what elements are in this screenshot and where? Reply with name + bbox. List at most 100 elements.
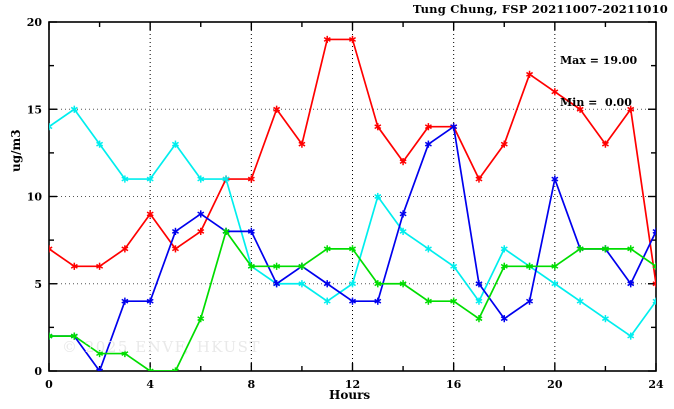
marker-ray — [121, 351, 129, 356]
data-marker — [70, 262, 78, 270]
marker-ray — [70, 263, 78, 269]
data-marker — [323, 245, 331, 253]
marker-ray — [526, 298, 534, 304]
marker-ray — [247, 263, 255, 269]
y-tick-label: 15 — [27, 103, 42, 116]
data-marker — [601, 245, 609, 253]
data-marker — [121, 175, 129, 183]
data-marker — [96, 140, 104, 148]
data-marker — [49, 245, 53, 253]
data-marker — [349, 297, 356, 305]
marker-ray — [551, 281, 559, 287]
data-marker — [475, 175, 483, 183]
marker-ray — [551, 176, 559, 182]
marker-ray — [551, 263, 559, 269]
x-tick-label: 16 — [446, 378, 462, 391]
data-marker — [96, 367, 104, 371]
data-marker — [49, 123, 53, 131]
marker-ray — [349, 37, 356, 42]
data-marker — [424, 245, 432, 253]
stat-max: Max = 19.00 — [560, 54, 638, 67]
marker-ray — [197, 228, 205, 234]
data-marker — [197, 210, 205, 218]
data-marker — [601, 140, 609, 148]
data-marker — [500, 262, 508, 270]
data-marker — [49, 332, 53, 340]
marker-ray — [374, 281, 382, 287]
data-marker — [273, 280, 281, 288]
marker-ray — [652, 265, 656, 269]
marker-ray — [96, 263, 104, 269]
series-day4 — [49, 227, 656, 371]
marker-ray — [49, 246, 53, 250]
marker-ray — [399, 211, 407, 217]
data-marker — [323, 35, 331, 44]
data-marker — [475, 315, 483, 323]
marker-ray — [273, 263, 281, 269]
marker-ray — [49, 333, 53, 337]
data-marker — [551, 175, 559, 183]
data-marker — [627, 105, 635, 113]
marker-ray — [70, 333, 78, 339]
data-marker — [197, 227, 205, 235]
data-marker — [424, 297, 432, 305]
marker-ray — [424, 124, 432, 130]
marker-ray — [652, 228, 656, 233]
marker-ray — [146, 176, 154, 182]
marker-ray — [323, 281, 331, 287]
data-marker — [298, 280, 306, 288]
page-title: Tung Chung, FSP 20211007-20211010 — [412, 2, 668, 16]
x-tick-label: 24 — [648, 378, 664, 391]
data-marker — [399, 210, 407, 218]
data-marker — [551, 88, 559, 96]
data-marker — [500, 315, 508, 323]
marker-ray — [475, 298, 483, 304]
stat-min: Min = 0.00 — [560, 96, 632, 109]
data-marker — [171, 227, 179, 235]
marker-ray — [652, 263, 656, 268]
data-marker — [450, 297, 458, 305]
data-marker — [601, 315, 609, 323]
data-marker — [70, 105, 78, 113]
marker-ray — [551, 89, 559, 95]
marker-ray — [475, 176, 483, 182]
marker-ray — [576, 246, 584, 252]
marker-ray — [96, 368, 102, 371]
x-tick-label: 4 — [146, 378, 154, 391]
marker-ray — [171, 246, 179, 252]
marker-ray — [121, 176, 129, 182]
data-marker — [652, 227, 656, 235]
data-marker — [349, 35, 356, 44]
marker-ray — [450, 263, 458, 269]
marker-ray — [576, 106, 584, 112]
data-marker — [652, 280, 656, 288]
data-marker — [146, 175, 154, 183]
data-marker — [273, 262, 281, 270]
marker-ray — [96, 141, 104, 147]
data-marker — [475, 280, 483, 288]
data-marker — [526, 70, 534, 78]
marker-ray — [526, 71, 534, 77]
data-marker — [146, 210, 154, 218]
marker-ray — [298, 141, 306, 147]
data-marker — [96, 262, 104, 270]
marker-ray — [49, 247, 53, 252]
marker-ray — [500, 263, 508, 269]
data-marker — [298, 140, 306, 148]
data-marker — [171, 140, 179, 148]
marker-ray — [601, 246, 609, 252]
data-marker — [627, 332, 635, 340]
marker-ray — [49, 125, 53, 130]
y-axis-label: ug/m3 — [9, 129, 23, 172]
marker-ray — [247, 228, 255, 234]
data-marker — [70, 332, 78, 340]
x-tick-label: 0 — [45, 378, 53, 391]
data-marker — [526, 297, 534, 305]
marker-ray — [171, 368, 177, 371]
marker-ray — [49, 124, 53, 128]
marker-ray — [121, 298, 129, 304]
marker-ray — [146, 368, 152, 371]
marker-ray — [98, 368, 104, 371]
